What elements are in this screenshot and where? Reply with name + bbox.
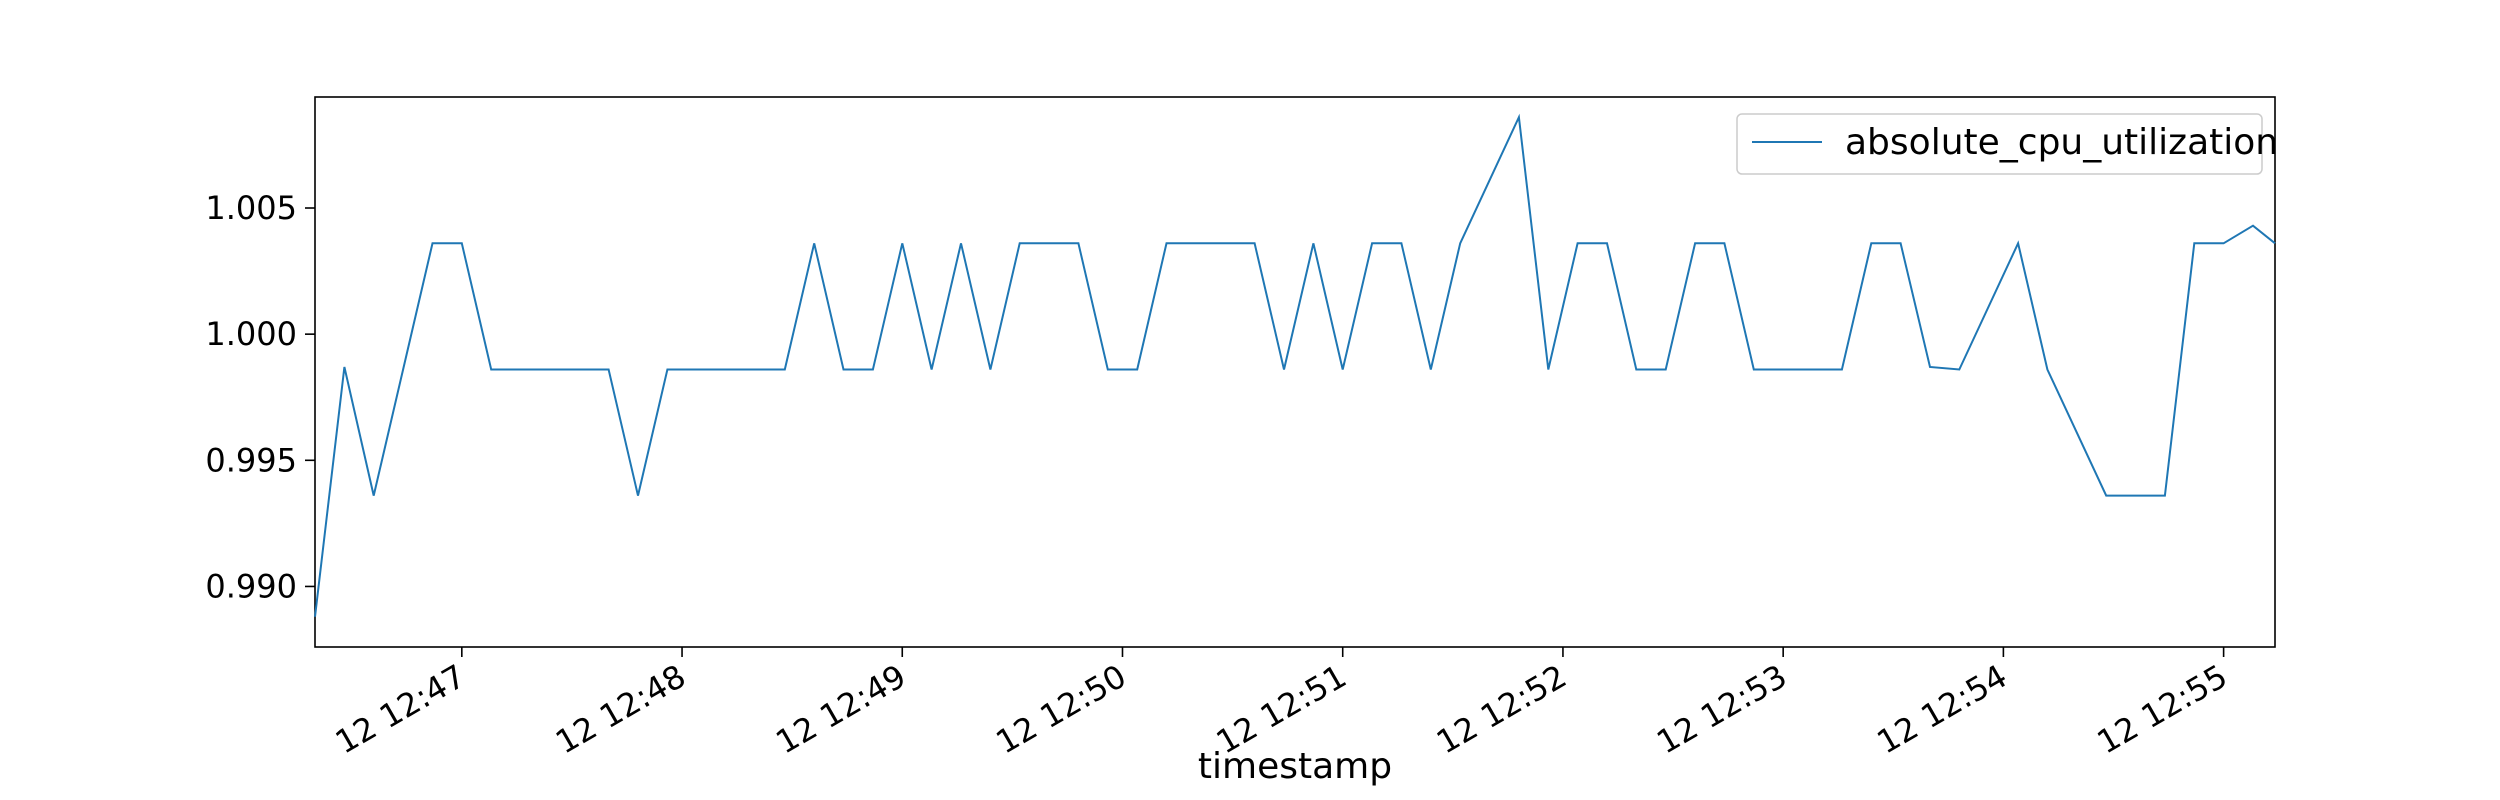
x-tick-label: 12 12:48	[549, 657, 692, 761]
x-tick-label: 12 12:49	[769, 657, 912, 761]
plot-area	[314, 96, 2276, 648]
x-axis: 12 12:47 12 12:48 12 12:49 12 12:50 12 12:51…	[329, 647, 2234, 761]
legend: absolute_cpu_utilization	[1736, 113, 2278, 175]
x-tick-label: 12 12:47	[329, 657, 472, 761]
x-tick-label: 12 12:54	[1870, 657, 2013, 761]
y-tick-label: 1.005	[205, 189, 297, 227]
y-axis: 0.990 0.995 1.000 1.005	[205, 189, 315, 605]
legend-label: absolute_cpu_utilization	[1845, 122, 2278, 163]
y-tick-label: 1.000	[205, 315, 297, 353]
x-tick-label: 12 12:52	[1430, 657, 1573, 761]
x-axis-title: timestamp	[1198, 746, 1392, 787]
axes-frame	[314, 96, 2276, 648]
x-tick-label: 12 12:55	[2091, 657, 2234, 761]
legend-box	[1736, 113, 2263, 175]
y-tick-label: 0.995	[205, 441, 297, 479]
y-tick-label: 0.990	[205, 567, 297, 605]
series-line-absolute-cpu-utilization	[314, 113, 2276, 617]
x-tick-label: 12 12:50	[990, 657, 1133, 761]
x-tick-label: 12 12:53	[1650, 657, 1793, 761]
